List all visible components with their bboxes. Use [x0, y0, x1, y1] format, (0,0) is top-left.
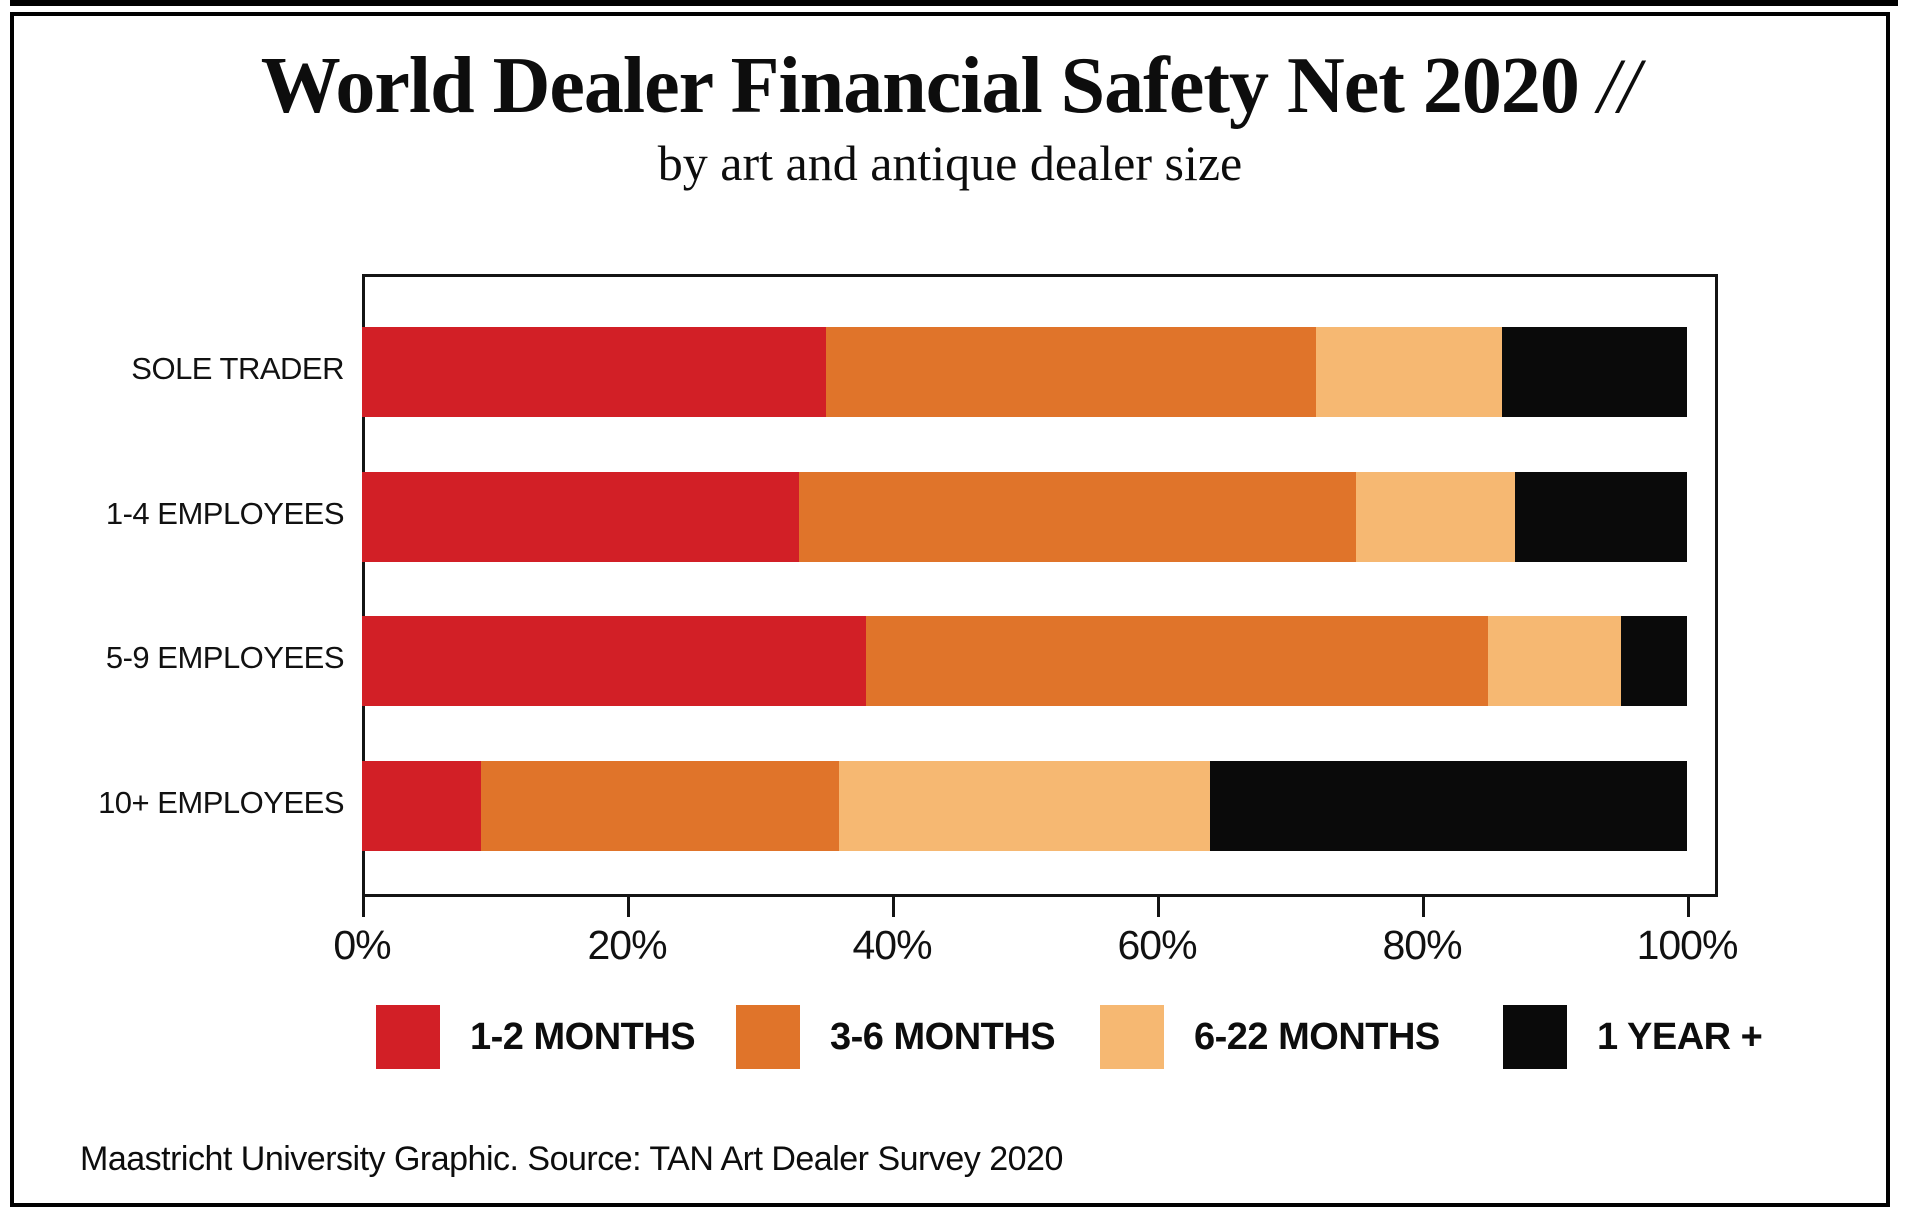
- bar-segment: [481, 761, 839, 851]
- top-edge-strip: [10, 0, 1898, 6]
- legend-label: 1-2 MONTHS: [470, 1015, 696, 1058]
- bar-segment: [1316, 327, 1502, 417]
- bar-row-1-4-employees: [362, 472, 1687, 562]
- x-axis-tick: [1687, 897, 1690, 917]
- legend-item: 6-22 MONTHS: [1100, 1004, 1440, 1070]
- bar-segment: [799, 472, 1356, 562]
- legend-swatch: [736, 1005, 800, 1069]
- chart-title: World Dealer Financial Safety Net 2020 /…: [14, 44, 1886, 128]
- x-axis-tick-label: 80%: [1382, 922, 1462, 968]
- x-axis-tick: [627, 897, 630, 917]
- bar-segment: [1488, 616, 1621, 706]
- bar-row-10-employees: [362, 761, 1687, 851]
- legend-label: 3-6 MONTHS: [830, 1015, 1056, 1058]
- legend-item: 1-2 MONTHS: [376, 1004, 696, 1070]
- x-axis-tick-label: 40%: [852, 922, 932, 968]
- y-axis-label: 5-9 EMPLOYEES: [105, 640, 345, 675]
- legend-label: 6-22 MONTHS: [1194, 1015, 1440, 1058]
- x-axis-tick-label: 20%: [587, 922, 667, 968]
- chart-card: World Dealer Financial Safety Net 2020 /…: [10, 12, 1890, 1207]
- bar-segment: [362, 472, 800, 562]
- legend-swatch: [376, 1005, 440, 1069]
- bar-segment: [362, 327, 826, 417]
- x-axis-tick: [892, 897, 895, 917]
- bar-segment: [1514, 472, 1687, 562]
- bar-segment: [362, 616, 866, 706]
- y-axis-label: 10+ EMPLOYEES: [98, 785, 344, 820]
- x-axis-tick: [1157, 897, 1160, 917]
- bar-segment: [1501, 327, 1687, 417]
- bar-segment: [839, 761, 1210, 851]
- plot-area: [362, 274, 1718, 897]
- chart-header: World Dealer Financial Safety Net 2020 /…: [14, 44, 1886, 192]
- x-axis-tick: [1422, 897, 1425, 917]
- legend-item: 1 YEAR +: [1503, 1004, 1763, 1070]
- source-caption: Maastricht University Graphic. Source: T…: [80, 1140, 1063, 1178]
- x-axis-tick-label: 100%: [1636, 922, 1739, 968]
- chart-subtitle: by art and antique dealer size: [657, 135, 1243, 191]
- bar-row-sole-trader: [362, 327, 1687, 417]
- bar-segment: [1210, 761, 1687, 851]
- bar-segment: [1620, 616, 1687, 706]
- bar-segment: [865, 616, 1489, 706]
- bar-segment: [825, 327, 1316, 417]
- legend-swatch: [1503, 1005, 1567, 1069]
- bar-segment: [362, 761, 482, 851]
- y-axis-label: SOLE TRADER: [131, 351, 344, 386]
- legend-swatch: [1100, 1005, 1164, 1069]
- x-axis-tick-label: 60%: [1117, 922, 1197, 968]
- x-axis-tick-label: 0%: [333, 922, 391, 968]
- y-axis-label: 1-4 EMPLOYEES: [105, 496, 345, 531]
- title-slashes-decoration: //: [1597, 42, 1640, 129]
- x-axis-tick: [362, 897, 365, 917]
- chart-title-text: World Dealer Financial Safety Net 2020: [260, 42, 1580, 130]
- legend-label: 1 YEAR +: [1597, 1015, 1763, 1058]
- legend-item: 3-6 MONTHS: [736, 1004, 1056, 1070]
- bar-row-5-9-employees: [362, 616, 1687, 706]
- bar-segment: [1355, 472, 1515, 562]
